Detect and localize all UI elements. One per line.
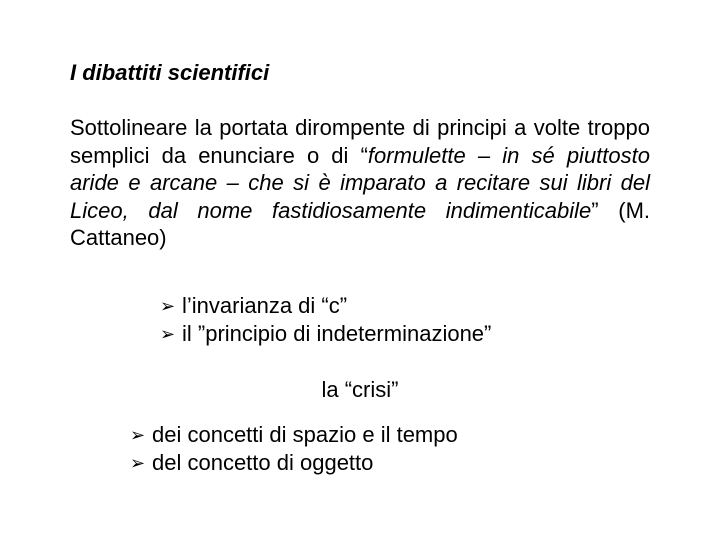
bullet-arrow-icon: ➢ [160, 292, 182, 320]
list-item: ➢ il ”principio di indeterminazione” [160, 320, 650, 349]
bullet-arrow-icon: ➢ [160, 320, 182, 348]
bullet-list-2: ➢ dei concetti di spazio e il tempo ➢ de… [130, 421, 650, 478]
center-label: la “crisi” [70, 377, 650, 403]
list-item-label: dei concetti di spazio e il tempo [152, 421, 458, 450]
list-item-label: il ”principio di indeterminazione” [182, 320, 491, 349]
intro-paragraph: Sottolineare la portata dirompente di pr… [70, 114, 650, 252]
list-item-label: l’invarianza di “c” [182, 292, 347, 321]
list-item: ➢ dei concetti di spazio e il tempo [130, 421, 650, 450]
bullet-arrow-icon: ➢ [130, 421, 152, 449]
list-item: ➢ del concetto di oggetto [130, 449, 650, 478]
list-item-label: del concetto di oggetto [152, 449, 373, 478]
bullet-arrow-icon: ➢ [130, 449, 152, 477]
bullet-list-1: ➢ l’invarianza di “c” ➢ il ”principio di… [160, 292, 650, 349]
slide: I dibattiti scientifici Sottolineare la … [0, 0, 720, 540]
slide-title: I dibattiti scientifici [70, 60, 650, 86]
list-item: ➢ l’invarianza di “c” [160, 292, 650, 321]
